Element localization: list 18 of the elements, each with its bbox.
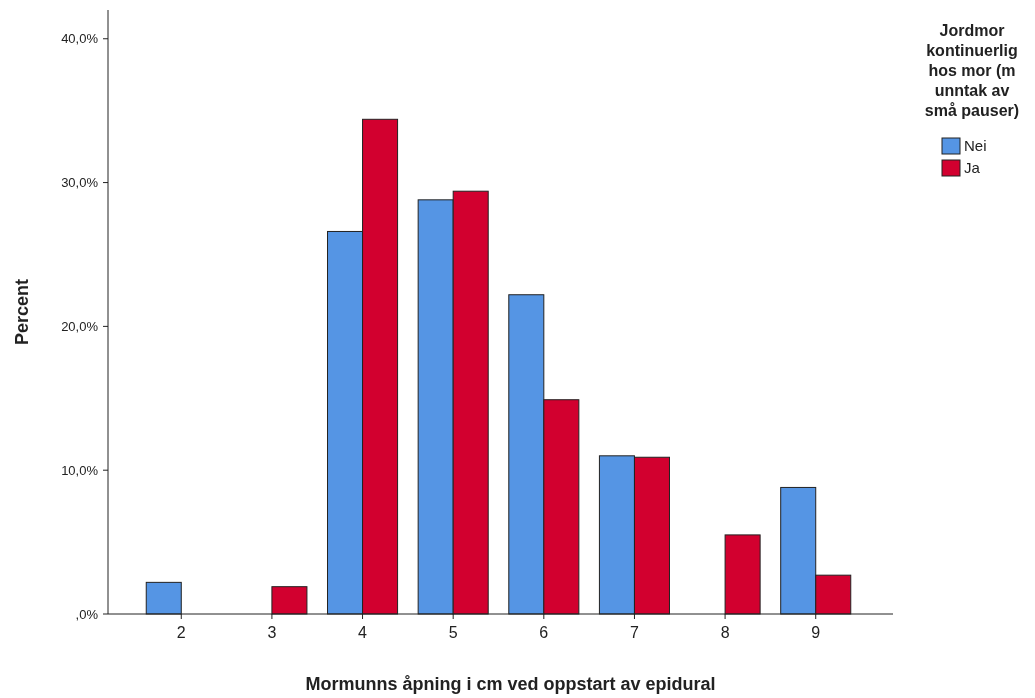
x-tick-label: 6 xyxy=(539,624,549,641)
y-tick-label: 20,0% xyxy=(61,318,99,334)
y-tick-label: 40,0% xyxy=(61,31,99,47)
y-tick-label: 10,0% xyxy=(61,462,99,478)
x-tick-label: 8 xyxy=(720,624,730,641)
x-tick-label: 4 xyxy=(358,624,368,641)
x-tick-label: 3 xyxy=(267,624,277,641)
legend-label: Ja xyxy=(964,159,981,176)
y-tick-label: ,0% xyxy=(75,606,99,622)
legend-label: Nei xyxy=(964,137,987,154)
x-axis-title: Mormunns åpning i cm ved oppstart av epidural xyxy=(305,674,716,694)
x-tick-label: 9 xyxy=(811,624,821,641)
y-axis-title: Percent xyxy=(12,278,32,346)
x-tick-label: 2 xyxy=(176,624,186,641)
x-tick-label: 5 xyxy=(448,624,458,641)
legend-title: Jordmor kontinuerlig hos mor (m unntak av små pauser) xyxy=(924,22,1020,119)
x-tick-label: 7 xyxy=(630,624,639,641)
y-tick-label: 30,0% xyxy=(61,175,99,191)
